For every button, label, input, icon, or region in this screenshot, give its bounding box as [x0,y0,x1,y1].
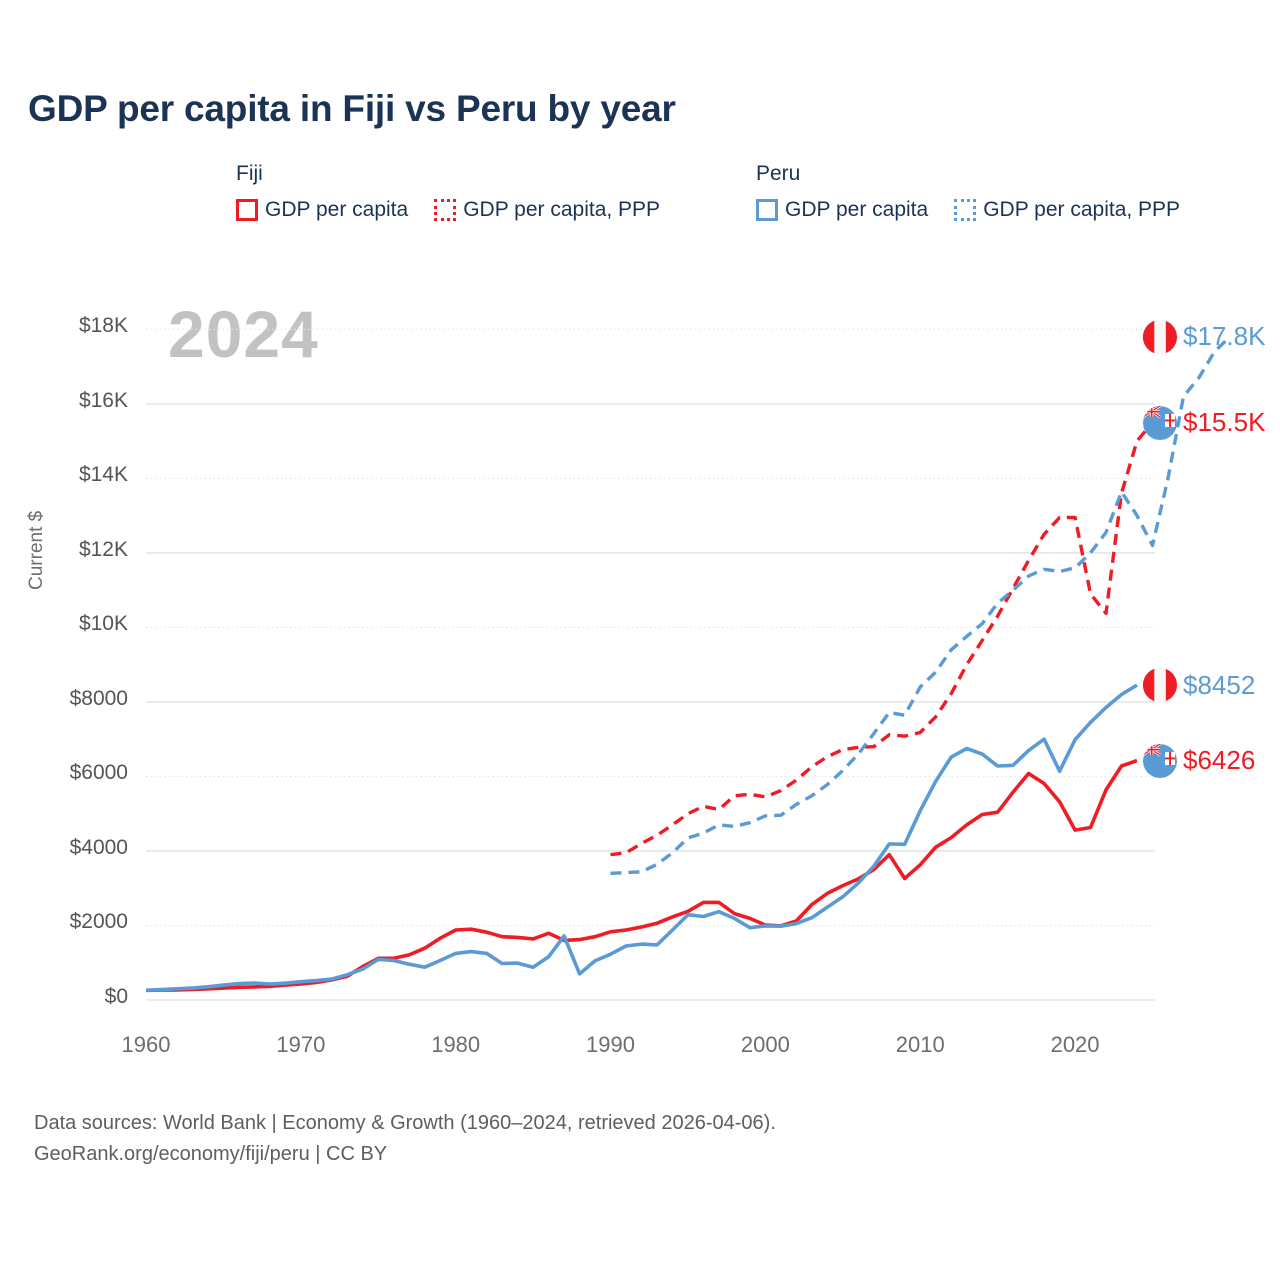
peru-flag-icon [1143,668,1177,703]
end-label-fiji-ppp: $15.5K [1143,405,1266,440]
x-axis-tick-label: 2000 [740,1032,790,1057]
fiji-flag-icon [1143,405,1177,440]
series-lines [145,335,1232,993]
gridlines [146,328,1155,1001]
footer: Data sources: World Bank | Economy & Gro… [34,1108,776,1170]
x-axis-tick-label: 1960 [121,1032,171,1057]
legend-item-label: GDP per capita [265,198,409,221]
y-axis-tick-label: $2000 [69,910,128,934]
legend-item-fiji-gdp-ppp[interactable]: GDP per capita, PPP [434,198,660,222]
series-line [145,758,1138,993]
legend-item-fiji-gdp[interactable]: GDP per capita [236,198,408,222]
legend-group-title-peru: Peru [756,162,801,185]
footer-line-sources: Data sources: World Bank | Economy & Gro… [34,1112,776,1134]
end-label-peru-gdp: $8452 [1143,668,1256,703]
y-axis-tick-label: $10K [78,612,128,636]
end-label-value: $8452 [1183,669,1256,700]
legend-group-title-fiji: Fiji [236,162,263,185]
end-label-fiji-gdp: $6426 [1143,743,1256,778]
legend-swatch-dotted-icon [954,199,977,221]
y-axis-tick-label: $4000 [69,835,128,859]
series-line [610,421,1154,857]
legend-swatch-solid-icon [756,199,778,221]
y-axis-tick-label: $6000 [69,761,128,785]
x-axis-tick-label: 1970 [276,1032,326,1057]
fiji-flag-icon [1143,743,1177,778]
legend-item-peru-gdp[interactable]: GDP per capita [756,198,928,222]
y-axis-tick-label: $18K [78,314,128,338]
x-axis-tick-label: 1990 [586,1032,635,1057]
series-line [145,683,1138,993]
y-axis-tick-label: $12K [78,537,128,561]
y-axis-tick-label: $8000 [69,686,128,710]
y-axis-tick-label: $16K [78,388,128,412]
legend-group-peru: Peru GDP per capita GDP per capita, PPP [756,162,1236,222]
footer-line-attribution[interactable]: GeoRank.org/economy/fiji/peru | CC BY [34,1143,388,1165]
x-axis-tick-label: 2010 [895,1032,945,1057]
legend-swatch-solid-icon [236,199,258,221]
page-title: GDP per capita in Fiji vs Peru by year [28,88,676,129]
end-label-value: $6426 [1183,745,1256,776]
y-axis-tick-label: $0 [104,985,128,1008]
series-line [610,335,1232,875]
end-label-value: $17.8K [1183,321,1266,352]
end-label-peru-ppp: $17.8K [1143,319,1266,354]
legend-item-label: GDP per capita [785,198,929,221]
x-axis-tick-label: 1980 [431,1032,481,1057]
x-axis-tick-label: 2020 [1050,1032,1100,1057]
legend-group-fiji: Fiji GDP per capita GDP per capita, PPP [236,162,756,222]
end-label-value: $15.5K [1183,407,1266,437]
chart-legend: Fiji GDP per capita GDP per capita, PPP … [236,162,1256,222]
y-axis-tick-label: $14K [78,463,128,487]
legend-item-label: GDP per capita, PPP [463,198,661,221]
legend-item-label: GDP per capita, PPP [983,198,1181,221]
legend-swatch-dotted-icon [434,199,457,221]
legend-item-peru-gdp-ppp[interactable]: GDP per capita, PPP [954,198,1180,222]
peru-flag-icon [1143,319,1177,354]
year-watermark: 2024 [168,297,319,371]
